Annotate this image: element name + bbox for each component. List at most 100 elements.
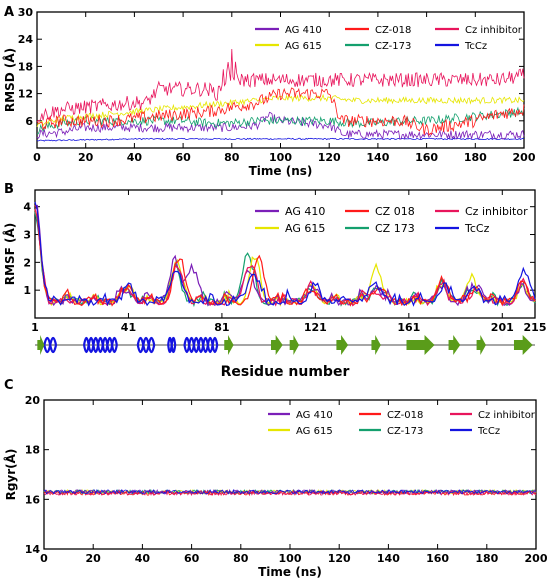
- helix-mark: [136, 344, 156, 354]
- y-tick-label: 12: [18, 88, 33, 101]
- x-tick-label: 100: [269, 151, 292, 164]
- x-tick-label: 121: [304, 321, 327, 334]
- y-axis-title: RMSF (Å): [2, 223, 17, 285]
- series-line: [43, 488, 537, 496]
- y-tick-label: 6: [25, 115, 33, 128]
- series-line: [34, 204, 536, 307]
- series-line: [34, 204, 536, 307]
- legend-label: CZ-018: [375, 25, 411, 36]
- y-tick-label: 24: [18, 33, 34, 46]
- helix-mark: [83, 344, 118, 354]
- legend-label: CZ 018: [375, 205, 415, 218]
- x-tick-label: 20: [86, 552, 102, 565]
- legend-label: AG 410: [296, 410, 333, 421]
- legend-label: CZ-173: [375, 41, 411, 52]
- x-tick-label: 41: [121, 321, 136, 334]
- panel-letter-c: C: [4, 378, 14, 393]
- x-tick-label: 40: [135, 552, 151, 565]
- x-tick-label: 200: [513, 151, 536, 164]
- panel-letter-b: B: [4, 182, 14, 197]
- x-axis-title: Time (ns): [258, 565, 322, 579]
- x-tick-label: 0: [33, 151, 41, 164]
- y-tick-label: 20: [25, 394, 41, 407]
- y-tick-label: 14: [25, 543, 41, 556]
- strand-mark: [406, 335, 435, 355]
- helix-mark: [183, 336, 219, 346]
- x-tick-label: 160: [415, 151, 438, 164]
- panel-b: B 1 41 81 121 161 201 215 1 2 3 4 AG 410 CZ 018 Cz in…: [2, 182, 546, 380]
- x-tick-label: 60: [175, 151, 191, 164]
- y-tick-label: 1: [23, 284, 31, 297]
- legend-label: TcCz: [464, 222, 490, 235]
- y-tick-label: 30: [18, 6, 34, 19]
- x-tick-label: 201: [491, 321, 514, 334]
- x-axis-title: Residue number: [221, 364, 350, 380]
- helix-mark: [82, 336, 118, 346]
- helix-mark: [167, 336, 177, 346]
- legend-label: AG 615: [285, 41, 322, 52]
- helix-mark: [167, 344, 177, 354]
- strand-mark: [371, 335, 381, 355]
- legend-label: AG 615: [296, 426, 333, 437]
- x-axis-title: Time (ns): [249, 164, 313, 178]
- strand-mark: [224, 335, 234, 355]
- legend-label: AG 410: [285, 205, 325, 218]
- x-tick-label: 180: [464, 151, 487, 164]
- x-tick-label: 81: [214, 321, 229, 334]
- legend-label: TcCz: [464, 41, 487, 52]
- legend-label: CZ 173: [375, 222, 415, 235]
- x-tick-label: 140: [366, 151, 389, 164]
- strand-mark: [336, 335, 349, 355]
- series-line: [34, 201, 536, 307]
- y-tick-label: 18: [25, 444, 40, 457]
- helix-mark: [43, 336, 58, 346]
- helix-mark: [136, 336, 156, 346]
- x-tick-label: 160: [426, 552, 449, 565]
- x-tick-label: 120: [318, 151, 341, 164]
- series-line: [36, 137, 525, 142]
- legend-label: TcCz: [477, 426, 500, 437]
- legend-label: CZ-018: [387, 410, 423, 421]
- series-line: [36, 48, 525, 123]
- strand-mark: [513, 335, 533, 355]
- x-tick-label: 180: [475, 552, 498, 565]
- strand-mark: [448, 335, 461, 355]
- x-tick-label: 80: [224, 151, 240, 164]
- strand-mark: [289, 335, 300, 355]
- y-tick-label: 2: [23, 256, 31, 269]
- legend-label: Cz inhibitor: [478, 410, 536, 421]
- helix-mark: [43, 344, 58, 354]
- strand-mark: [476, 335, 486, 355]
- panel-a: A 0 20 40 60 80 100 120 140 160 180 200 6 12 18 24 30 AG…: [2, 5, 536, 178]
- series-line: [43, 489, 537, 497]
- panel-c: C 0 20 40 60 80 100 120 140 160 180 200 14 16 18 20 AG …: [3, 378, 548, 579]
- x-tick-label: 215: [524, 321, 547, 334]
- x-tick-label: 100: [279, 552, 302, 565]
- helix-mark: [183, 344, 219, 354]
- legend-label: AG 615: [285, 222, 325, 235]
- y-tick-label: 18: [18, 60, 33, 73]
- x-tick-label: 80: [233, 552, 249, 565]
- x-tick-label: 20: [78, 151, 94, 164]
- y-axis-title: RMSD (Å): [2, 48, 17, 112]
- series-line: [36, 111, 525, 141]
- plot-frame: [34, 189, 536, 319]
- panel-letter-a: A: [4, 5, 14, 20]
- x-tick-label: 0: [40, 552, 48, 565]
- y-tick-label: 3: [23, 229, 31, 242]
- y-axis-title: Rgyr(Å): [3, 449, 18, 501]
- strand-mark: [37, 335, 45, 355]
- x-tick-label: 60: [184, 552, 200, 565]
- series-line: [36, 87, 525, 137]
- legend-label: Cz inhibitor: [465, 25, 523, 36]
- strand-mark: [270, 335, 283, 355]
- x-tick-label: 161: [397, 321, 420, 334]
- x-tick-label: 120: [328, 552, 351, 565]
- x-tick-label: 1: [31, 321, 39, 334]
- y-tick-label: 16: [25, 493, 41, 506]
- plot-frame: [43, 399, 537, 550]
- y-tick-label: 4: [23, 201, 31, 214]
- x-tick-label: 40: [127, 151, 143, 164]
- legend-label: Cz inhibitor: [465, 205, 528, 218]
- legend-label: CZ-173: [387, 426, 423, 437]
